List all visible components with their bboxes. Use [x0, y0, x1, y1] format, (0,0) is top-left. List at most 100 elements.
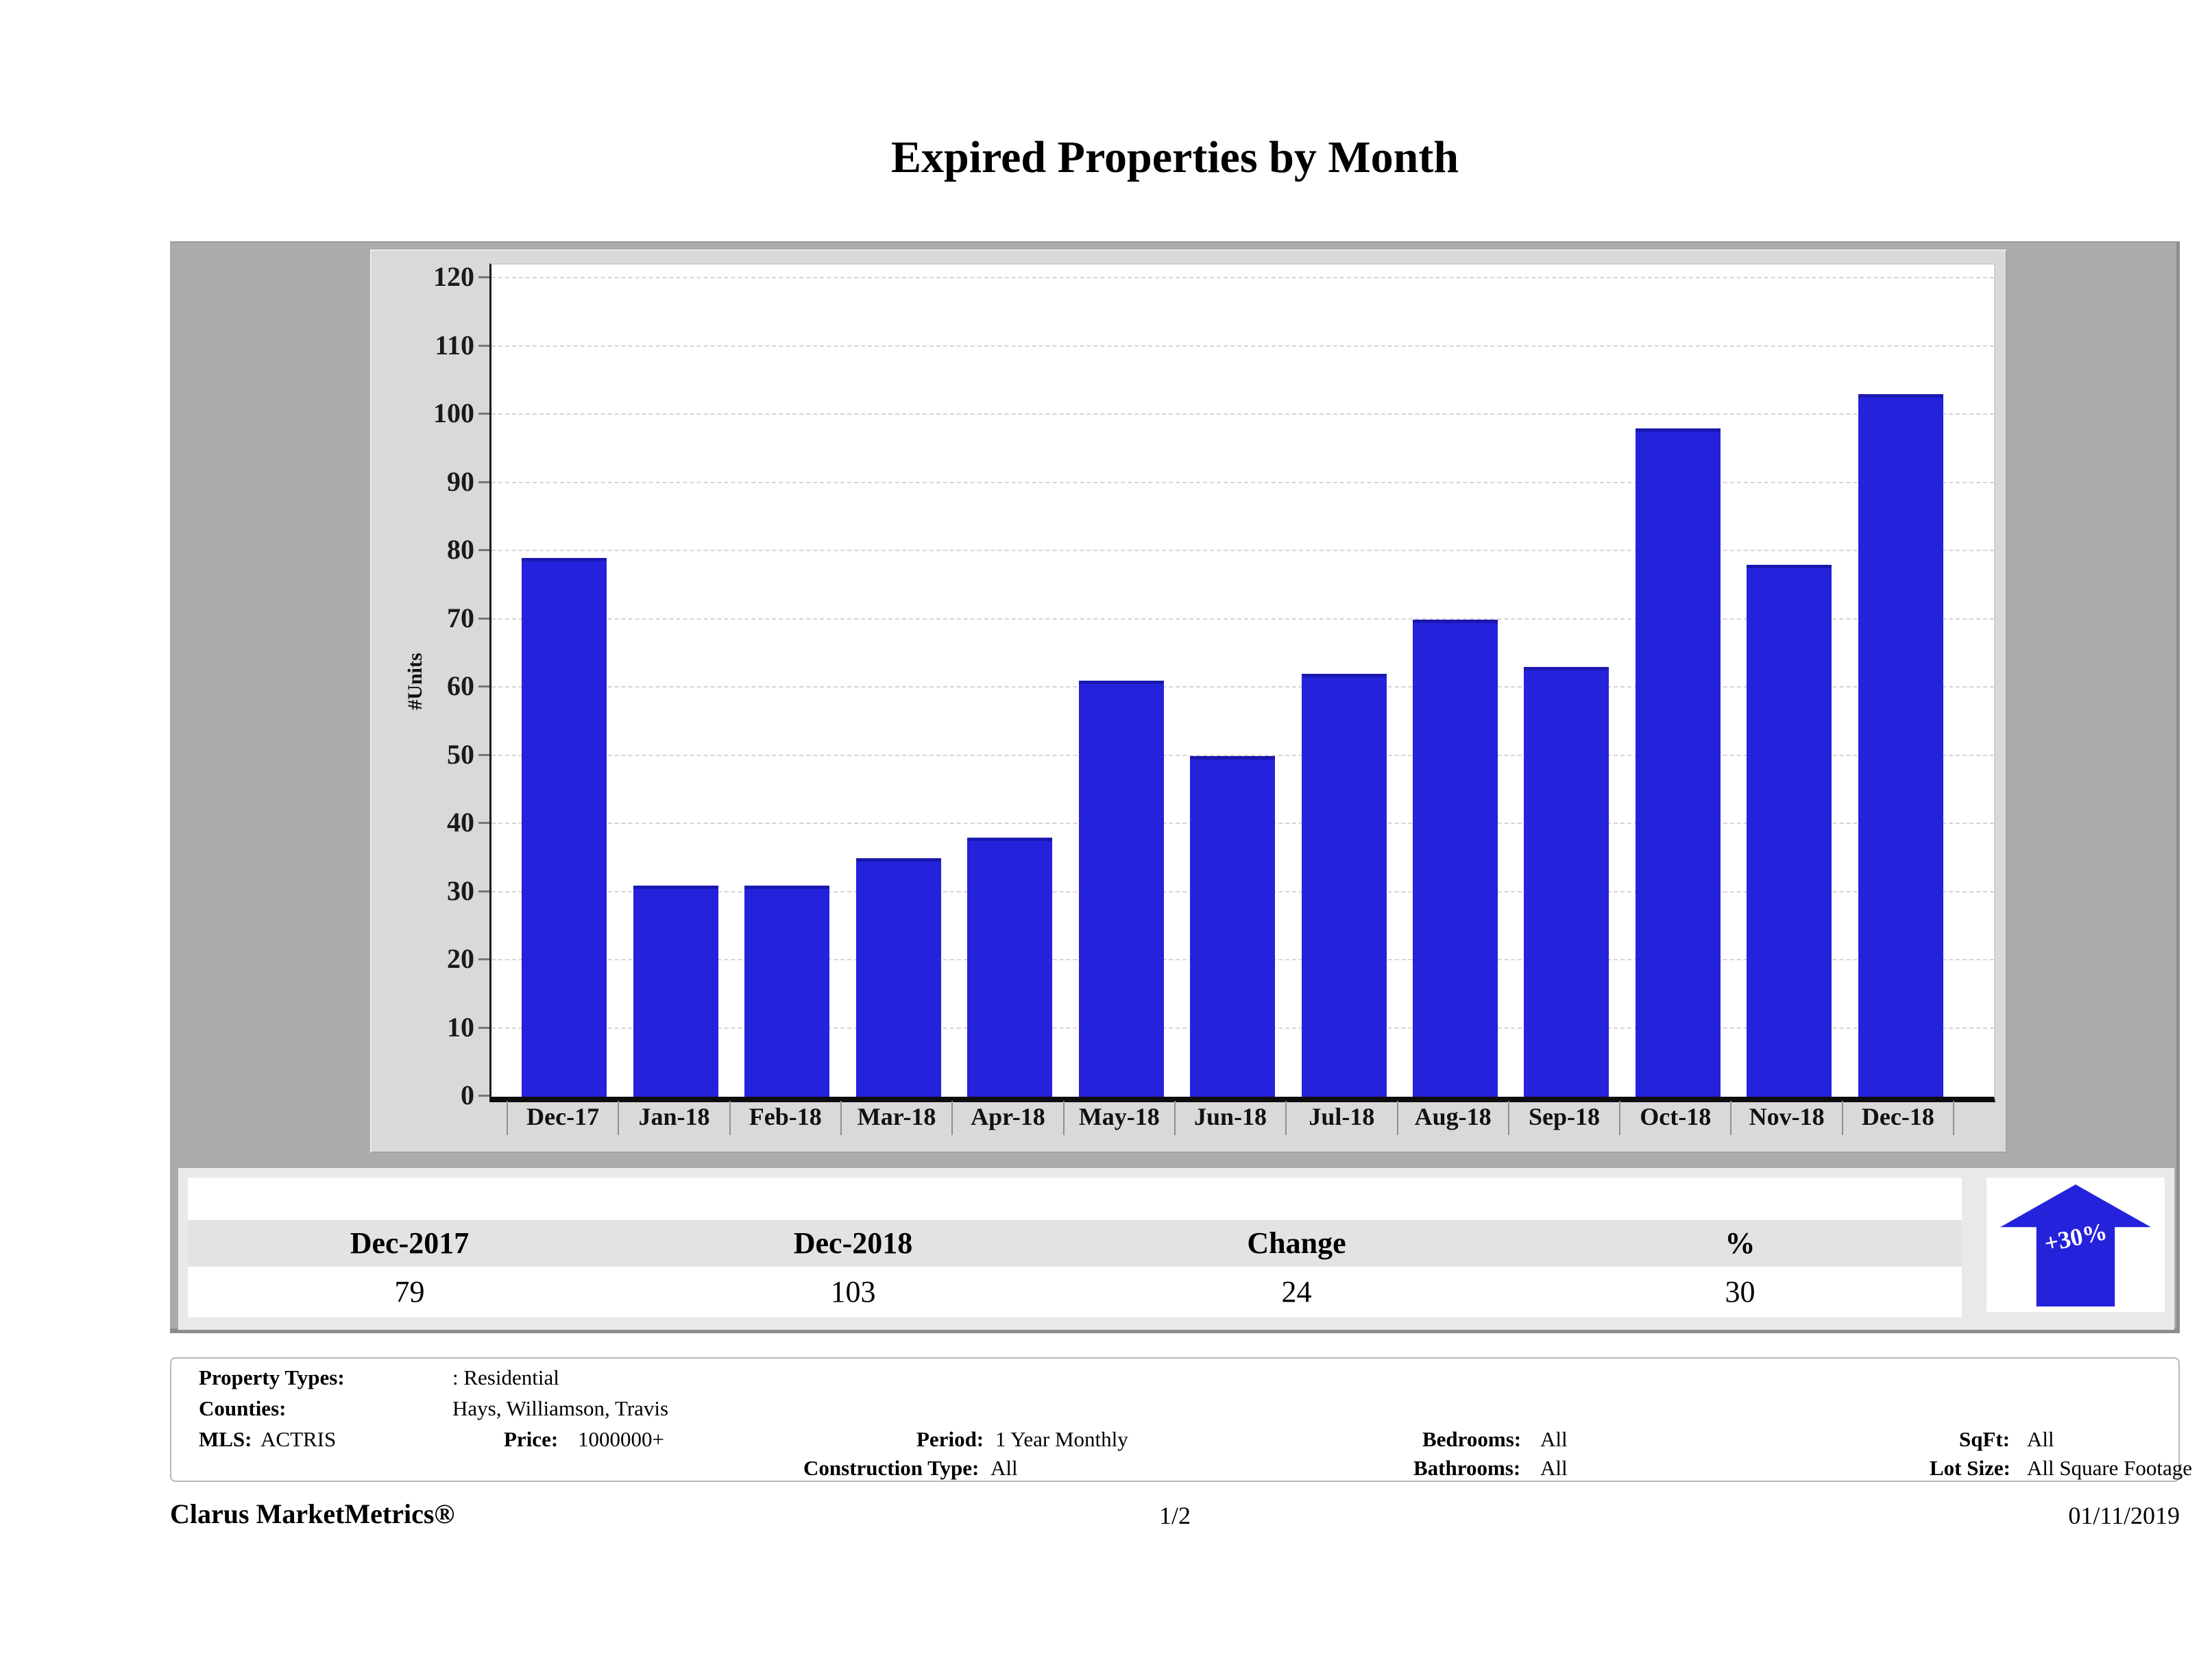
gridline	[491, 345, 1994, 347]
y-tick-label-80: 80	[447, 534, 474, 565]
gridline	[491, 277, 1994, 278]
counties-value: Hays, Williamson, Travis	[452, 1396, 669, 1420]
change-arrow-box: +30%	[1986, 1178, 2165, 1312]
bar-Sep-18	[1524, 667, 1609, 1097]
y-tick-label-100: 100	[433, 398, 474, 428]
y-tick-label-60: 60	[447, 670, 474, 701]
y-tick-label-120: 120	[433, 261, 474, 292]
y-tick-mark	[478, 344, 489, 347]
x-label-Apr-18: Apr-18	[953, 1101, 1065, 1135]
summary-header-row: Dec-2017 Dec-2018 Change%	[188, 1220, 1962, 1267]
x-label-Sep-18: Sep-18	[1509, 1101, 1621, 1135]
x-label-Jan-18: Jan-18	[619, 1101, 731, 1135]
property-types-row: Property Types:	[199, 1364, 345, 1391]
bar-May-18	[1078, 681, 1164, 1097]
x-label-Jun-18: Jun-18	[1176, 1101, 1287, 1135]
bar-Mar-18	[855, 858, 941, 1097]
bars-layer	[491, 265, 1994, 1097]
y-tick-mark	[478, 685, 489, 688]
bar-slot	[954, 265, 1065, 1097]
summary-value-3: 30	[1725, 1275, 1755, 1309]
bar-Oct-18	[1635, 428, 1721, 1097]
x-label-Mar-18: Mar-18	[842, 1101, 953, 1135]
construction-value: All	[990, 1456, 1018, 1480]
bar-Nov-18	[1747, 564, 1832, 1097]
bar-slot	[1400, 265, 1511, 1097]
lot-size-label: Lot Size:	[1930, 1456, 2010, 1480]
y-tick-mark	[478, 958, 489, 960]
sqft-label: SqFt:	[1959, 1427, 2010, 1451]
summary-value-row: 79 103 24 30	[188, 1267, 1962, 1317]
bathrooms-value: All	[1540, 1456, 1568, 1480]
y-tick-label-0: 0	[461, 1080, 474, 1110]
bar-Jul-18	[1301, 674, 1387, 1097]
bar-slot	[731, 265, 842, 1097]
summary-header-3: %	[1725, 1226, 1755, 1260]
bar-Aug-18	[1412, 619, 1498, 1097]
sqft-value: All	[2027, 1427, 2054, 1451]
bar-Jan-18	[633, 885, 718, 1097]
x-label-May-18: May-18	[1065, 1101, 1176, 1135]
construction-label: Construction Type:	[803, 1456, 980, 1480]
bar-slot	[509, 265, 620, 1097]
page-title: Expired Properties by Month	[890, 132, 1459, 182]
bar-slot	[1734, 265, 1845, 1097]
y-tick-label-70: 70	[447, 602, 474, 633]
x-label-Dec-18: Dec-18	[1843, 1101, 1955, 1135]
summary-header-0: Dec-2017	[350, 1226, 470, 1260]
gridline	[491, 618, 1994, 620]
bar-Apr-18	[967, 837, 1053, 1097]
filters-panel: Property Types: : Residential Counties: …	[170, 1357, 2192, 1482]
y-tick-label-90: 90	[447, 465, 474, 497]
y-tick-label-20: 20	[447, 943, 474, 974]
gridline	[491, 481, 1994, 483]
x-label-Nov-18: Nov-18	[1731, 1101, 1843, 1135]
bar-Jun-18	[1190, 755, 1276, 1097]
y-tick-mark	[478, 753, 489, 756]
bar-slot	[620, 265, 731, 1097]
y-tick-mark	[478, 413, 489, 415]
bar-slot	[1177, 265, 1288, 1097]
bar-slot	[842, 265, 953, 1097]
bar-Dec-17	[522, 557, 607, 1097]
summary-header-1: Dec-2018	[793, 1226, 913, 1260]
bar-slot	[1511, 265, 1622, 1097]
x-label-Dec-17: Dec-17	[507, 1101, 620, 1135]
price-value: 1000000+	[578, 1427, 664, 1451]
lot-size-value: All Square Footage	[2027, 1456, 2193, 1480]
gridline	[491, 754, 1994, 756]
y-tick-mark	[478, 822, 489, 824]
gridline	[491, 686, 1994, 688]
period-value: 1 Year Monthly	[995, 1427, 1128, 1451]
brand-label: Clarus MarketMetrics®	[170, 1498, 455, 1529]
summary-value-2: 24	[1281, 1275, 1312, 1309]
y-tick-label-40: 40	[447, 807, 474, 838]
price-label: Price:	[504, 1427, 559, 1451]
bar-slot	[1845, 265, 1956, 1097]
report-date: 01/11/2019	[2068, 1502, 2180, 1529]
property-types-label: Property Types:	[199, 1365, 345, 1389]
bar-slot	[1288, 265, 1399, 1097]
page-number: 1/2	[1158, 1502, 1191, 1529]
period-label: Period:	[916, 1427, 984, 1451]
y-tick-label-30: 30	[447, 875, 474, 906]
summary-value-1: 103	[830, 1275, 876, 1309]
summary-header-2: Change	[1247, 1226, 1346, 1260]
x-label-Aug-18: Aug-18	[1398, 1101, 1509, 1135]
chart-band: #Units 0 10 20 30 40 50 60 70 80 90 100 110 120 Dec-…	[170, 241, 2180, 1333]
y-tick-mark	[478, 617, 489, 620]
bar-slot	[1065, 265, 1176, 1097]
y-tick-mark	[478, 481, 489, 483]
x-axis-labels: Dec-17 Jan-18 Feb-18 Mar-18 Apr-18 May-18 Jun-…	[489, 1101, 1992, 1135]
summary-strip: Dec-2017 Dec-2018 Change% 79 103 24 30 +30%	[178, 1168, 2174, 1330]
gridline	[491, 413, 1994, 415]
y-tick-label-50: 50	[447, 738, 474, 770]
y-tick-mark	[478, 1095, 489, 1097]
y-tick-label-10: 10	[447, 1011, 474, 1043]
bar-Feb-18	[744, 885, 830, 1097]
bar-Dec-18	[1858, 394, 1943, 1097]
x-label-Jul-18: Jul-18	[1287, 1101, 1398, 1135]
counties-row: Counties:	[199, 1395, 286, 1422]
gridline	[491, 550, 1994, 551]
counties-label: Counties:	[199, 1396, 287, 1420]
